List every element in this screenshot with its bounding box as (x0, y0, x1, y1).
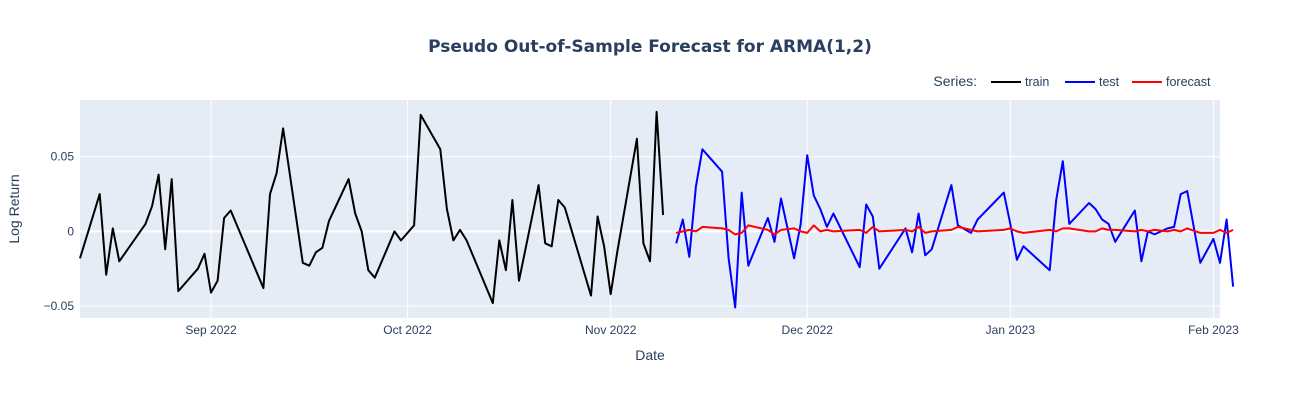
legend-item-train[interactable]: train (1025, 75, 1049, 89)
legend: Series: train test forecast (933, 73, 1211, 89)
y-axis-ticks: 0.05 0 −0.05 (44, 150, 75, 313)
x-tick-label: Dec 2022 (782, 323, 834, 337)
x-tick-label: Feb 2023 (1188, 323, 1239, 337)
series-line-train (79, 110, 665, 305)
x-tick-label: Nov 2022 (585, 323, 637, 337)
x-tick-label: Sep 2022 (185, 323, 237, 337)
x-tick-label: Jan 2023 (986, 323, 1036, 337)
legend-item-forecast[interactable]: forecast (1166, 75, 1211, 89)
y-axis-label: Log Return (6, 174, 22, 243)
y-tick-label: 0.05 (51, 150, 75, 164)
x-axis-label: Date (635, 347, 665, 363)
x-axis-ticks: Sep 2022 Oct 2022 Nov 2022 Dec 2022 Jan 2023… (185, 323, 1239, 337)
series-lines (79, 110, 1235, 309)
y-tick-label: 0 (67, 224, 74, 238)
series-line-forecast (675, 224, 1234, 236)
y-tick-label: −0.05 (44, 299, 75, 313)
series-line-test (675, 148, 1235, 309)
legend-title: Series: (933, 73, 977, 89)
plot-area (80, 100, 1220, 318)
legend-item-test[interactable]: test (1099, 75, 1120, 89)
chart-title: Pseudo Out-of-Sample Forecast for ARMA(1… (428, 37, 872, 57)
x-tick-label: Oct 2022 (383, 323, 432, 337)
